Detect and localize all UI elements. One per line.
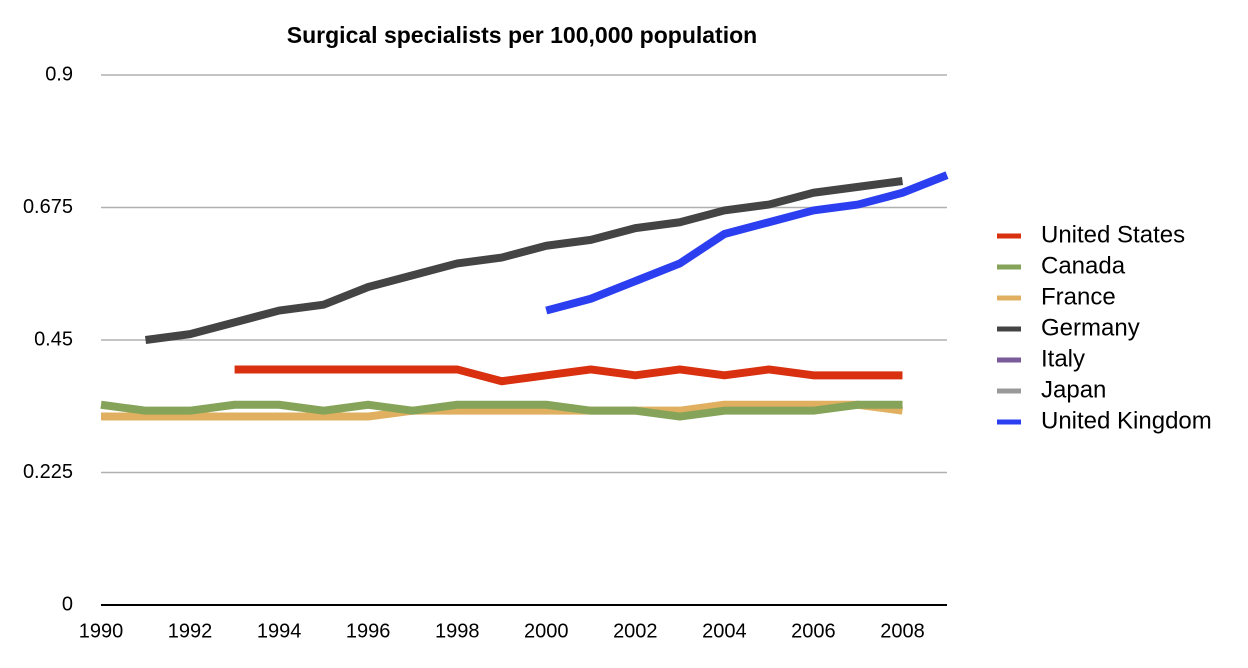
legend-label: United States [1041, 221, 1185, 248]
y-tick-label: 0.225 [23, 461, 73, 483]
x-tick-label: 2006 [791, 620, 836, 642]
legend-label: Germany [1041, 314, 1140, 341]
x-tick-label: 1994 [257, 620, 302, 642]
x-tick-label: 1992 [168, 620, 213, 642]
y-tick-label: 0.45 [34, 328, 73, 350]
legend-label: United Kingdom [1041, 407, 1212, 434]
legend-label: Italy [1041, 345, 1085, 372]
x-tick-label: 2002 [613, 620, 658, 642]
legend-label: France [1041, 283, 1116, 310]
legend-label: Canada [1041, 252, 1126, 279]
series-line [145, 177, 903, 344]
x-tick-label: 1998 [435, 620, 480, 642]
series-line [101, 400, 903, 421]
x-tick-label: 1996 [346, 620, 391, 642]
series-line [234, 365, 903, 386]
chart-title: Surgical specialists per 100,000 populat… [287, 22, 757, 48]
series-line [100, 400, 903, 421]
x-tick-label: 2004 [702, 620, 747, 642]
legend-label: Japan [1041, 376, 1106, 403]
y-tick-label: 0 [62, 593, 73, 615]
x-tick-label: 2008 [880, 620, 925, 642]
x-tick-label: 2000 [524, 620, 569, 642]
y-tick-label: 0.9 [45, 63, 73, 85]
series-line [545, 171, 949, 315]
x-tick-label: 1990 [79, 620, 124, 642]
y-tick-label: 0.675 [23, 196, 73, 218]
